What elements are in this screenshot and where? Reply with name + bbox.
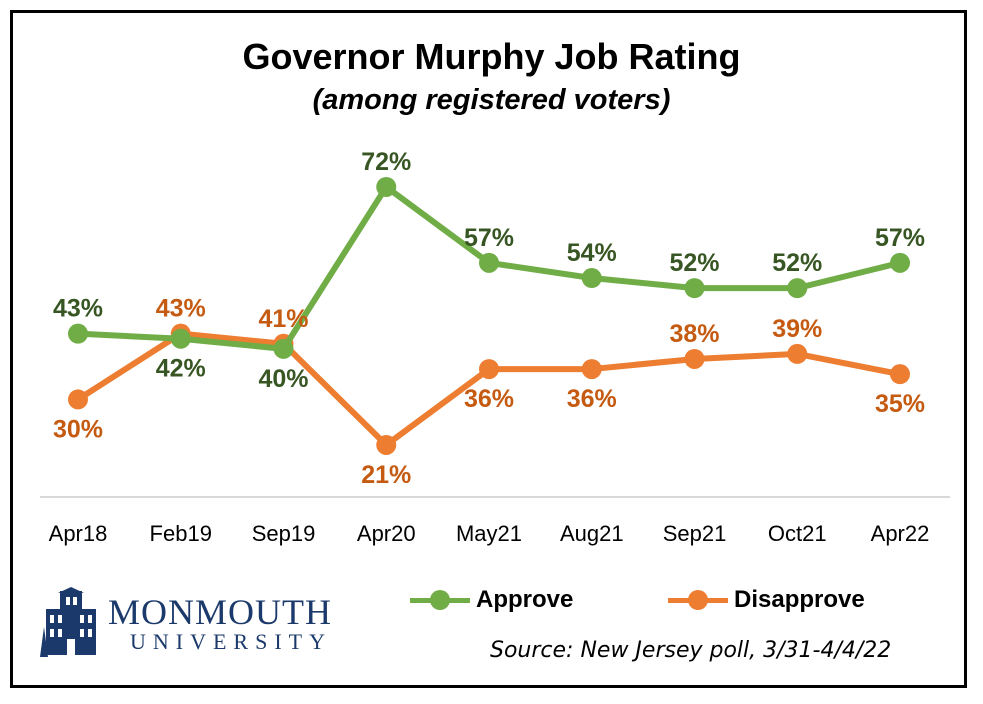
data-point-disapprove [787,343,808,364]
x-tick-label: Apr20 [357,521,416,546]
x-tick-label: Aug21 [560,521,624,546]
legend-disapprove-label: Disapprove [734,586,865,613]
data-point-approve [479,252,499,273]
data-label-approve: 57% [875,224,925,252]
data-point-disapprove [479,359,499,380]
university-building-icon [40,587,96,657]
data-point-disapprove [581,359,602,380]
data-label-approve: 54% [567,239,617,267]
x-tick-label: May21 [456,521,522,546]
data-point-disapprove [376,434,397,455]
data-point-approve [581,268,602,289]
logo-wordmark-top: MONMOUTH [108,592,332,632]
data-point-disapprove [890,364,910,385]
data-point-approve [684,278,705,299]
data-label-approve: 40% [258,365,308,393]
x-tick-label: Sep21 [663,521,727,546]
data-label-approve: 57% [464,224,514,252]
data-point-approve [273,338,294,359]
data-label-disapprove: 36% [567,385,617,413]
data-label-disapprove: 21% [361,461,411,489]
data-label-disapprove: 38% [669,320,719,348]
legend-item-approve: Approve [410,586,573,614]
data-label-approve: 43% [53,295,103,323]
chart-frame [10,10,967,688]
data-label-approve: 72% [361,148,411,176]
data-point-approve [890,252,910,273]
data-label-disapprove: 30% [53,415,103,443]
data-point-approve [787,278,808,299]
data-point-disapprove [68,389,88,410]
data-label-disapprove: 39% [772,315,822,343]
data-point-disapprove [684,348,705,369]
x-tick-label: Apr22 [871,521,930,546]
x-tick-label: Oct21 [768,521,827,546]
data-label-disapprove: 36% [464,385,514,413]
x-tick-label: Apr18 [49,521,108,546]
x-tick-label: Sep19 [252,521,316,546]
legend-disapprove-marker [668,587,728,613]
legend-approve-marker [410,587,470,613]
data-point-approve [376,176,397,197]
data-point-approve [170,328,191,349]
data-label-approve: 52% [772,249,822,277]
chart-title: Governor Murphy Job Rating [242,36,741,77]
data-point-approve [68,323,88,344]
source-note: Source: New Jersey poll, 3/31-4/4/22 [490,638,892,663]
chart-subtitle: (among registered voters) [312,84,671,116]
x-tick-label: Feb19 [150,521,212,546]
logo-wordmark-bottom: UNIVERSITY [130,629,332,654]
legend-approve-label: Approve [476,586,574,613]
data-label-disapprove: 35% [875,390,925,418]
data-label-approve: 42% [156,355,206,383]
legend-item-disapprove: Disapprove [668,586,865,614]
data-label-approve: 52% [669,249,719,277]
data-label-disapprove: 41% [258,305,308,333]
data-label-disapprove: 43% [156,295,206,323]
monmouth-university-logo: MONMOUTH UNIVERSITY [40,587,360,659]
